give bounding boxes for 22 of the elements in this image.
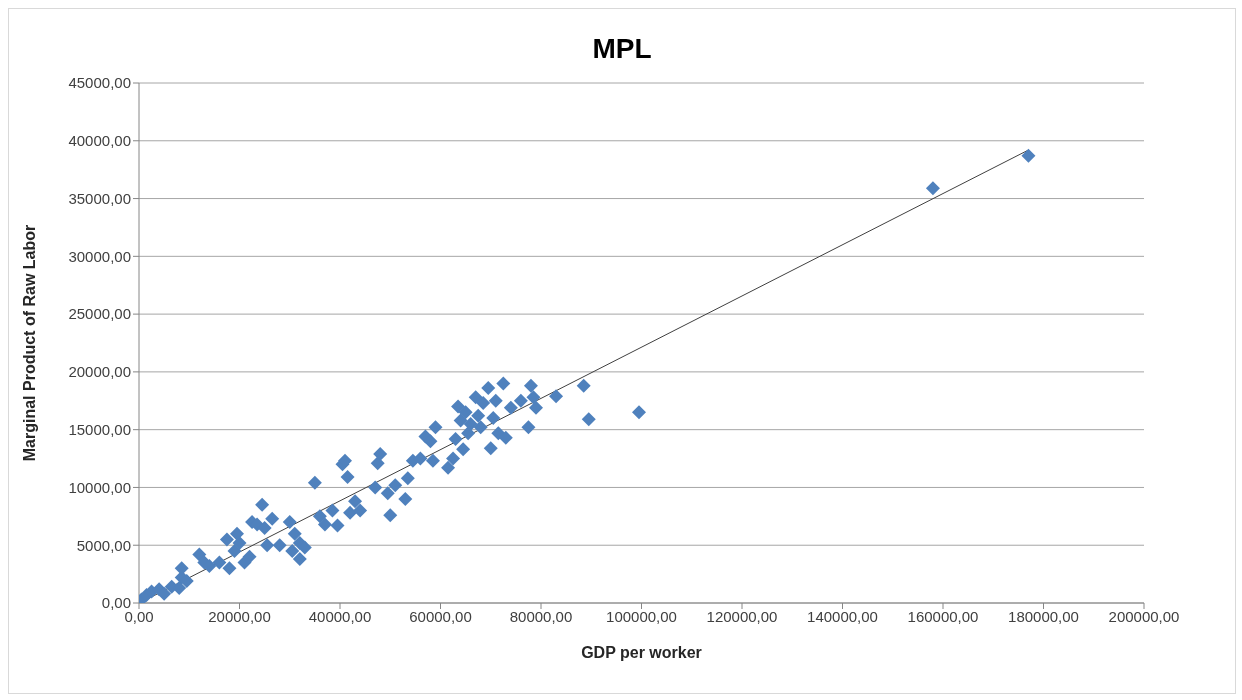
- x-tick-label: 60000,00: [409, 607, 472, 625]
- y-tick-label: 5000,00: [76, 536, 131, 554]
- x-tick-label: 40000,00: [308, 607, 372, 625]
- y-tick-label: 20000,00: [68, 363, 131, 381]
- y-tick-label: 35000,00: [68, 189, 131, 207]
- y-tick-label: 15000,00: [68, 420, 131, 438]
- x-tick-label: 160000,00: [907, 607, 979, 625]
- x-tick-label: 180000,00: [1008, 607, 1079, 625]
- x-tick-label: 100000,00: [606, 607, 677, 625]
- chart-title: MPL: [591, 33, 653, 66]
- y-tick-label: 40000,00: [68, 132, 131, 150]
- x-tick-label: 140000,00: [807, 607, 878, 625]
- y-axis-title: Marginal Product of Raw Labor: [20, 224, 38, 462]
- x-axis-title: GDP per worker: [581, 644, 702, 661]
- y-tick-label: 45000,00: [68, 74, 131, 92]
- x-tick-label: 20000,00: [208, 607, 271, 625]
- x-tick-label: 80000,00: [509, 607, 573, 625]
- y-tick-label: 30000,00: [68, 247, 131, 265]
- y-tick-label: 25000,00: [68, 305, 131, 323]
- y-tick-label: 10000,00: [68, 478, 131, 496]
- x-tick-label: 200000,00: [1108, 607, 1180, 625]
- x-tick-label: 120000,00: [706, 607, 778, 625]
